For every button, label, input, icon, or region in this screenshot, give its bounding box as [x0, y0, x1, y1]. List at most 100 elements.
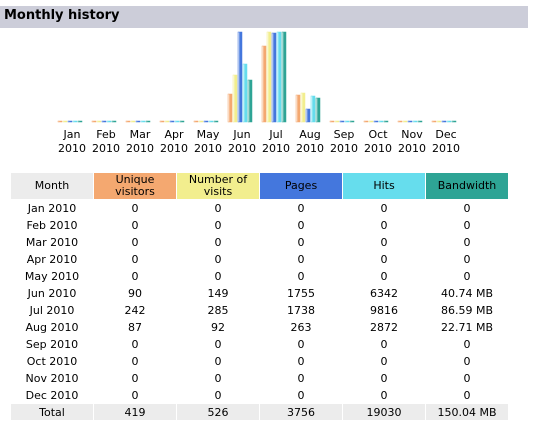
bar-hits-oct-2010 [378, 120, 384, 123]
cell-visits: 0 [214, 235, 222, 249]
cell-visits: 0 [214, 218, 222, 232]
x-tick-month: Nov [401, 128, 423, 141]
bar-number-of-visits-aug-2010 [300, 92, 306, 123]
cell-unique-visitors: 0 [131, 235, 139, 249]
bar-number-of-visits-jul-2010 [266, 31, 272, 123]
bar-bandwidth-mar-2010 [145, 120, 151, 123]
cell-bandwidth: 0 [463, 235, 471, 249]
total-bandwidth: 150.04 MB [426, 404, 508, 420]
cell-pages: 0 [297, 354, 305, 368]
bar-bandwidth-may-2010 [213, 120, 219, 123]
bar-hits-apr-2010 [174, 120, 180, 123]
bar-unique-visitors-dec-2010 [431, 120, 437, 123]
total-hits: 19030 [343, 404, 425, 420]
cell-bandwidth: 86.59 MB [440, 303, 494, 317]
bar-unique-visitors-mar-2010 [125, 120, 131, 123]
cell-month: May 2010 [24, 269, 80, 283]
cell-bandwidth: 22.71 MB [440, 320, 494, 334]
bar-hits-dec-2010 [446, 120, 452, 123]
bar-hits-sep-2010 [344, 120, 350, 123]
col-pages: Pages [260, 173, 342, 199]
x-tick-month: Jul [268, 128, 282, 141]
x-tick-year: 2010 [364, 142, 392, 155]
bar-pages-sep-2010 [339, 120, 345, 123]
bar-pages-mar-2010 [135, 120, 141, 123]
cell-unique-visitors: 0 [131, 252, 139, 266]
cell-bandwidth: 0 [463, 252, 471, 266]
x-tick-year: 2010 [228, 142, 256, 155]
monthly-history-table: Month Unique visitors Number of visits P… [10, 172, 509, 421]
bar-number-of-visits-nov-2010 [402, 120, 408, 123]
cell-pages: 1738 [287, 303, 315, 317]
cell-month: Jul 2010 [29, 303, 75, 317]
bar-bandwidth-jun-2010 [247, 79, 253, 123]
bar-unique-visitors-aug-2010 [295, 94, 301, 123]
col-hits: Hits [343, 173, 425, 199]
cell-unique-visitors: 0 [131, 388, 139, 402]
cell-unique-visitors: 87 [128, 320, 142, 334]
bar-hits-may-2010 [208, 120, 214, 123]
table-row: Apr 2010 0 0 0 0 0 [11, 251, 508, 267]
cell-month: Jun 2010 [27, 286, 77, 300]
x-tick-year: 2010 [296, 142, 324, 155]
table-row: May 2010 0 0 0 0 0 [11, 268, 508, 284]
bar-hits-jun-2010 [242, 63, 248, 123]
cell-visits: 285 [207, 303, 229, 317]
bar-bandwidth-oct-2010 [383, 120, 389, 123]
cell-hits: 9816 [370, 303, 398, 317]
cell-hits: 0 [380, 337, 388, 351]
table-body: Jan 2010 0 0 0 0 0 Feb 2010 0 0 0 0 0 Mar 2010 0 0 0 0 0 A… [11, 200, 508, 420]
cell-pages: 0 [297, 201, 305, 215]
bar-number-of-visits-oct-2010 [368, 120, 374, 123]
cell-bandwidth: 0 [463, 337, 471, 351]
col-visits: Number of visits [177, 173, 259, 199]
bar-number-of-visits-may-2010 [198, 120, 204, 123]
table-row: Nov 2010 0 0 0 0 0 [11, 370, 508, 386]
cell-visits: 0 [214, 337, 222, 351]
cell-hits: 0 [380, 371, 388, 385]
col-month: Month [11, 173, 93, 199]
x-tick-month: Sep [334, 128, 355, 141]
bar-number-of-visits-apr-2010 [164, 120, 170, 123]
table-total-row: Total 419 526 3756 19030 150.04 MB [11, 404, 508, 420]
cell-unique-visitors: 242 [124, 303, 146, 317]
total-pages: 3756 [260, 404, 342, 420]
bar-bandwidth-sep-2010 [349, 120, 355, 123]
x-tick-year: 2010 [330, 142, 358, 155]
x-tick-month: Dec [435, 128, 456, 141]
cell-unique-visitors: 0 [131, 371, 139, 385]
bar-number-of-visits-jun-2010 [232, 74, 238, 123]
table-row: Oct 2010 0 0 0 0 0 [11, 353, 508, 369]
table-row: Feb 2010 0 0 0 0 0 [11, 217, 508, 233]
bar-bandwidth-jan-2010 [77, 120, 83, 123]
bar-hits-jul-2010 [276, 31, 282, 123]
cell-visits: 0 [214, 252, 222, 266]
cell-bandwidth: 0 [463, 269, 471, 283]
bar-bandwidth-apr-2010 [179, 120, 185, 123]
x-tick-year: 2010 [92, 142, 120, 155]
bar-pages-jul-2010 [271, 32, 277, 123]
col-bandwidth: Bandwidth [426, 173, 508, 199]
table-row: Sep 2010 0 0 0 0 0 [11, 336, 508, 352]
section-title: Monthly history [4, 8, 120, 23]
cell-visits: 0 [214, 201, 222, 215]
cell-pages: 0 [297, 337, 305, 351]
x-tick-month: Apr [164, 128, 184, 141]
cell-unique-visitors: 0 [131, 218, 139, 232]
cell-hits: 0 [380, 269, 388, 283]
bar-pages-aug-2010 [305, 108, 311, 123]
x-tick-year: 2010 [194, 142, 222, 155]
cell-hits: 2872 [370, 320, 398, 334]
bar-bandwidth-feb-2010 [111, 120, 117, 123]
bar-unique-visitors-apr-2010 [159, 120, 165, 123]
table-row: Dec 2010 0 0 0 0 0 [11, 387, 508, 403]
cell-month: Apr 2010 [26, 252, 78, 266]
cell-hits: 0 [380, 354, 388, 368]
x-tick-month: Jan [63, 128, 81, 141]
bar-hits-jan-2010 [72, 120, 78, 123]
table-row: Jun 2010 90 149 1755 6342 40.74 MB [11, 285, 508, 301]
cell-visits: 149 [207, 286, 229, 300]
cell-month: Oct 2010 [26, 354, 78, 368]
bar-number-of-visits-dec-2010 [436, 120, 442, 123]
cell-hits: 6342 [370, 286, 398, 300]
